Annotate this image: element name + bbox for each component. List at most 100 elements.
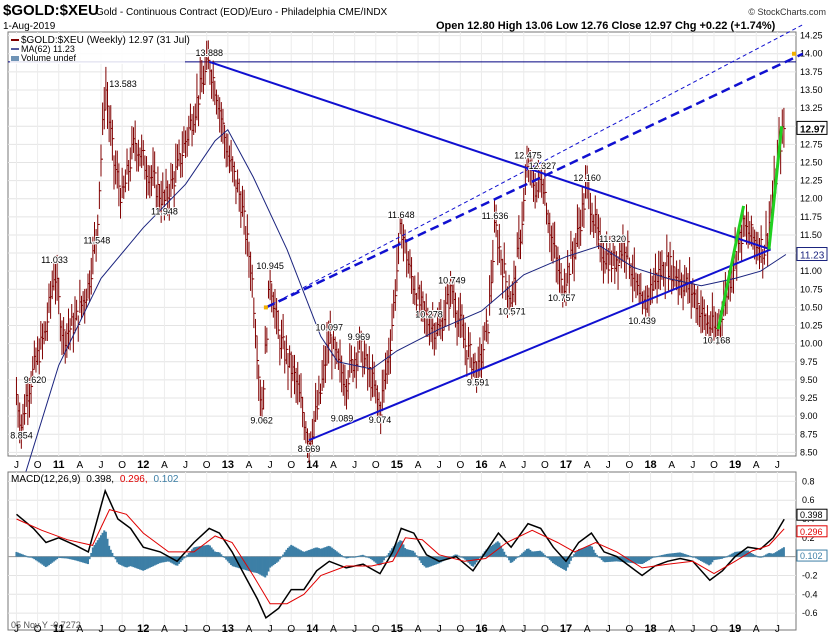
price-x-tick-label: J — [268, 460, 273, 471]
macd-hist-bar — [251, 556, 254, 573]
price-y-tick-label: 13.25 — [800, 103, 823, 113]
price-y-tick-label: 9.00 — [800, 411, 818, 421]
price-x-tick-label: O — [203, 460, 211, 471]
price-y-tick-label: 10.00 — [800, 339, 823, 349]
macd-hist-bar — [639, 556, 642, 565]
macd-y-axis: 0.80.60.40.20.0-0.2-0.4-0.6 — [802, 476, 818, 618]
macd-hist-bar — [696, 556, 699, 560]
macd-hist-bar — [298, 549, 301, 557]
macd-hist-bar — [254, 556, 257, 573]
macd-hist-bar — [693, 556, 696, 558]
macd-hist-bar — [761, 556, 764, 558]
macd-hist-bar — [425, 556, 428, 568]
macd-hist-bar — [213, 551, 216, 557]
macd-hist-bar — [153, 556, 156, 566]
macd-hist-bar — [670, 553, 673, 557]
macd-hist-bar — [30, 556, 33, 558]
macd-hist-bar — [547, 556, 550, 559]
macd-x-tick-label: A — [753, 624, 760, 635]
legend-ma: MA(62) 11.23 — [21, 44, 75, 54]
macd-hist-bar — [600, 556, 603, 560]
macd-hist-bar — [142, 556, 145, 571]
macd-hist-bar — [535, 551, 538, 557]
macd-signal-value: 0.296, — [120, 474, 148, 485]
macd-y-tick-label: -0.2 — [802, 570, 818, 580]
macd-hist-bar — [95, 542, 98, 557]
price-y-tick-label: 12.25 — [800, 176, 823, 186]
macd-hist-bar — [140, 556, 143, 571]
macd-hist-bar — [121, 556, 124, 566]
macd-hist-bar — [257, 556, 260, 574]
macd-hist-bar — [563, 556, 566, 570]
macd-hist-bar — [378, 556, 381, 566]
macd-y-tick-label: 0.6 — [802, 495, 815, 505]
macd-hist-bar — [415, 555, 418, 557]
macd-hist-bar — [752, 553, 755, 557]
peak-label: 9.591 — [467, 377, 490, 387]
macd-hist-bar — [501, 548, 504, 557]
macd-hist-bar — [511, 556, 514, 563]
macd-hist-bar — [750, 553, 753, 557]
macd-hist-bar — [659, 555, 662, 557]
macd-hist-bar — [39, 556, 42, 564]
macd-hist-bar — [682, 553, 685, 557]
macd-hist-bar — [230, 556, 233, 565]
macd-hist-bar — [182, 556, 185, 559]
macd-hist-bar — [503, 551, 506, 557]
macd-hist-bar — [369, 556, 372, 560]
price-x-tick-label: O — [710, 460, 718, 471]
macd-hist-bar — [204, 545, 207, 557]
macd-x-tick-label: O — [34, 624, 42, 635]
macd-hist-bar — [160, 556, 163, 563]
macd-hist-bar — [108, 545, 111, 557]
macd-x-tick-label: 13 — [222, 623, 234, 635]
price-y-tick-label: 11.50 — [800, 230, 822, 240]
price-x-tick-label: O — [118, 460, 126, 471]
macd-hist-bar — [317, 548, 320, 557]
macd-hist-bar — [730, 553, 733, 557]
macd-hist-bar — [578, 549, 581, 557]
macd-x-tick-label: O — [541, 624, 549, 635]
macd-hist-bar — [54, 556, 57, 561]
macd-hist-bar — [339, 553, 342, 557]
macd-hist-bar — [46, 556, 49, 567]
price-x-tick-label: J — [775, 460, 780, 471]
peak-label: 9.620 — [24, 375, 47, 385]
macd-hist-bar — [332, 548, 335, 557]
macd-hist-bar — [296, 548, 299, 557]
macd-x-tick-label: O — [203, 624, 211, 635]
macd-x-tick-label: 17 — [560, 623, 572, 635]
price-y-tick-label: 10.75 — [800, 284, 823, 294]
peak-label: 9.074 — [369, 415, 392, 425]
macd-hist-bar — [100, 535, 103, 557]
macd-hist-bar — [701, 556, 704, 562]
macd-hist-bar — [75, 556, 78, 561]
macd-hist-bar — [477, 556, 480, 561]
macd-hist-bar — [356, 555, 359, 557]
price-y-tick-label: 9.75 — [800, 357, 818, 367]
macd-hist-bar — [397, 541, 400, 557]
trendline-triangle-top — [208, 60, 771, 251]
macd-hist-bar — [565, 556, 568, 571]
macd-x-tick-label: J — [268, 624, 273, 635]
price-x-tick-label: A — [584, 460, 591, 471]
macd-hist-bar — [218, 552, 221, 557]
macd-hist-bar — [291, 545, 294, 557]
legend-volume: Volume undef — [21, 53, 77, 63]
macd-hist-bar — [716, 556, 719, 560]
macd-hist-bar — [163, 556, 166, 563]
macd-hist-bar — [137, 556, 140, 569]
macd-hist-bar — [595, 554, 598, 557]
macd-hist-bar — [184, 556, 187, 558]
peak-label: 10.097 — [316, 323, 344, 333]
macd-hist-bar — [610, 556, 613, 562]
macd-hist-bar — [395, 543, 398, 557]
macd-hist-bar — [342, 556, 345, 558]
macd-hist-bar — [714, 556, 717, 560]
price-y-tick-label: 9.50 — [800, 375, 818, 385]
macd-x-tick-label: 15 — [391, 623, 403, 635]
macd-x-tick-label: A — [584, 624, 591, 635]
macd-hist-bar — [524, 550, 527, 557]
macd-hist-bar — [345, 556, 348, 559]
peak-label: 11.948 — [151, 206, 178, 216]
